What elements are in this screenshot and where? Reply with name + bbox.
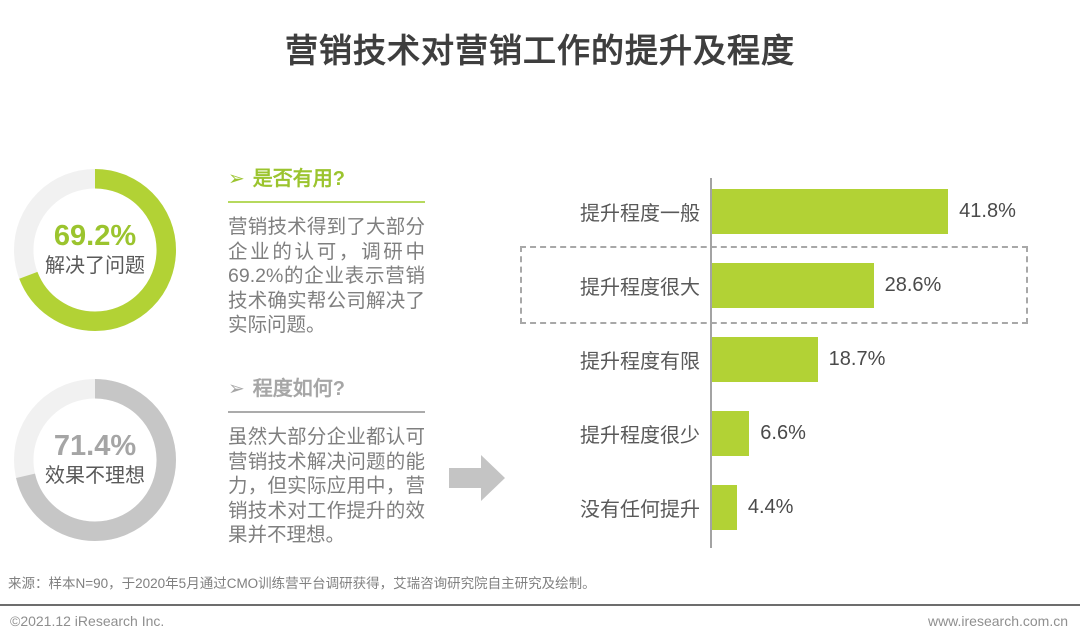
donut-caption: 效果不理想 (45, 465, 145, 487)
bar (712, 336, 818, 382)
bar-category-label: 提升程度一般 (580, 202, 700, 225)
donut-percentage: 71.4% (53, 430, 137, 462)
arrowhead-bullet-icon: ➢ (228, 378, 245, 400)
bar (712, 410, 750, 456)
bar-rows: 提升程度一般 41.8% 提升程度很大 28.6% 提升程度有限 18.7% 提升程度很少 6… (530, 174, 1070, 544)
website-url: www.iresearch.com.cn (927, 613, 1068, 629)
copyright-text: ©2021.12 iResearch Inc. (10, 613, 165, 629)
note-heading: 是否有用? (252, 168, 345, 190)
footer-divider (0, 604, 1080, 606)
bar-category-label: 提升程度很少 (580, 424, 700, 447)
bar-category-label: 没有任何提升 (580, 498, 700, 521)
note-is-it-useful: ➢ 是否有用? 营销技术得到了大部分企业的认可，调研中69.2%的企业表示营销技术… (228, 167, 425, 338)
bar-value-label: 4.4% (747, 495, 794, 518)
donut-ring (14, 169, 176, 331)
donut-chart-solved-problem: 69.2% 解决了问题 (14, 169, 176, 331)
note-body-text: 虽然大部分企业都认可营销技术解决问题的能力，但实际应用中，营销技术对工作提升的效… (228, 426, 425, 546)
donut-percentage: 69.2% (53, 220, 137, 252)
source-note: 来源：样本N=90，于2020年5月通过CMO训练营平台调研获得，艾瑞咨询研究院… (8, 576, 596, 591)
bar (712, 188, 949, 234)
bar (712, 262, 874, 308)
arrowhead-bullet-icon: ➢ (228, 168, 245, 190)
donut-caption: 解决了问题 (45, 255, 145, 277)
bar (712, 484, 737, 530)
bar-row: 提升程度有限 18.7% (530, 322, 1070, 396)
arrow-right-icon (449, 455, 505, 501)
bar-row: 没有任何提升 4.4% (530, 470, 1070, 544)
chart-axis-line (710, 178, 712, 548)
donut-ring (14, 379, 176, 541)
note-divider (228, 201, 425, 203)
page-title: 营销技术对营销工作的提升及程度 (285, 32, 795, 69)
bar-value-label: 18.7% (828, 347, 886, 370)
bar-row: 提升程度很大 28.6% (530, 248, 1070, 322)
bar-value-label: 6.6% (760, 421, 806, 444)
note-to-what-degree: ➢ 程度如何? 虽然大部分企业都认可营销技术解决问题的能力，但实际应用中，营销技术… (228, 377, 425, 548)
bar-category-label: 提升程度有限 (580, 350, 700, 373)
bar-value-label: 41.8% (959, 199, 1016, 222)
bar-row: 提升程度一般 41.8% (530, 174, 1070, 248)
note-body-text: 营销技术得到了大部分企业的认可，调研中69.2%的企业表示营销技术确实帮公司解决… (228, 216, 425, 336)
bar-row: 提升程度很少 6.6% (530, 396, 1070, 470)
donut-chart-effect-not-ideal: 71.4% 效果不理想 (14, 379, 176, 541)
bar-category-label: 提升程度很大 (580, 276, 700, 299)
note-divider (228, 411, 425, 413)
bar-chart: 提升程度一般 41.8% 提升程度很大 28.6% 提升程度有限 18.7% 提升程度很少 6… (520, 172, 1070, 554)
bar-value-label: 28.6% (884, 273, 942, 296)
note-heading: 程度如何? (252, 378, 345, 400)
highlight-box (520, 246, 1028, 324)
